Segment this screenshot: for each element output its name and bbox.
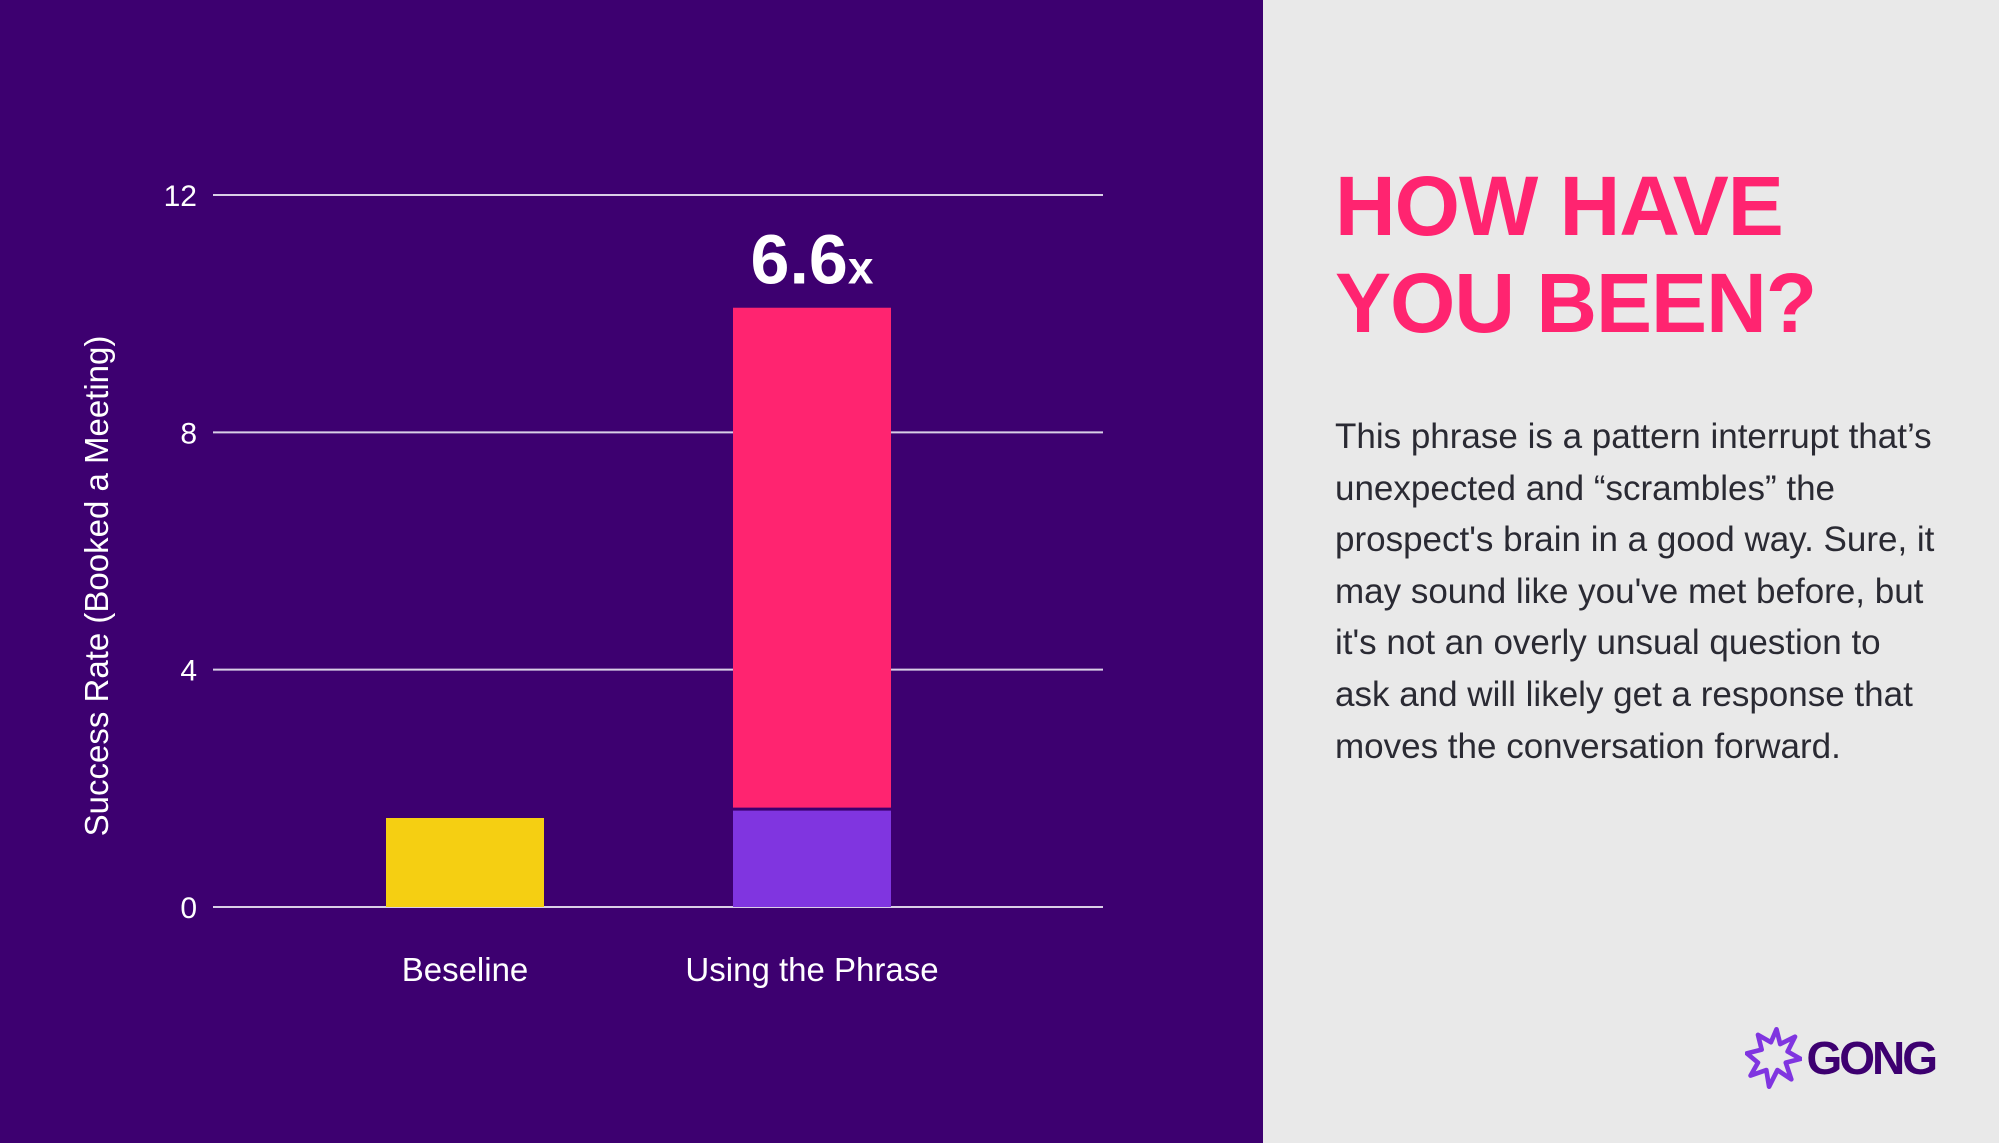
gong-logo: GONG: [1745, 1025, 1938, 1091]
y-tick-label: 12: [164, 180, 197, 213]
x-tick-label: Beseline: [402, 951, 529, 988]
multiplier-annotation: 6.6x: [751, 221, 874, 299]
bar-chart: 0 4 8 12 Beseline Using the Phrase 6.6x Success…: [78, 180, 1103, 988]
y-tick-label: 8: [180, 417, 197, 450]
body-text: This phrase is a pattern interrupt that’…: [1335, 417, 1935, 766]
y-tick-label: 0: [180, 892, 197, 925]
y-axis-title: Success Rate (Booked a Meeting): [78, 336, 115, 837]
starburst-icon: [1745, 1026, 1803, 1090]
bar-segment: [733, 307, 891, 810]
x-tick-label: Using the Phrase: [685, 951, 938, 988]
text-panel: [1263, 0, 1999, 1143]
bar-segment: [386, 818, 544, 907]
brand-name: GONG: [1806, 1032, 1938, 1084]
headline: HOW HAVE YOU BEEN?: [1335, 159, 1817, 350]
y-tick-label: 4: [180, 655, 197, 688]
bar-segment: [733, 809, 891, 907]
chart-panel: 0 4 8 12 Beseline Using the Phrase 6.6x Success…: [0, 0, 1263, 1143]
